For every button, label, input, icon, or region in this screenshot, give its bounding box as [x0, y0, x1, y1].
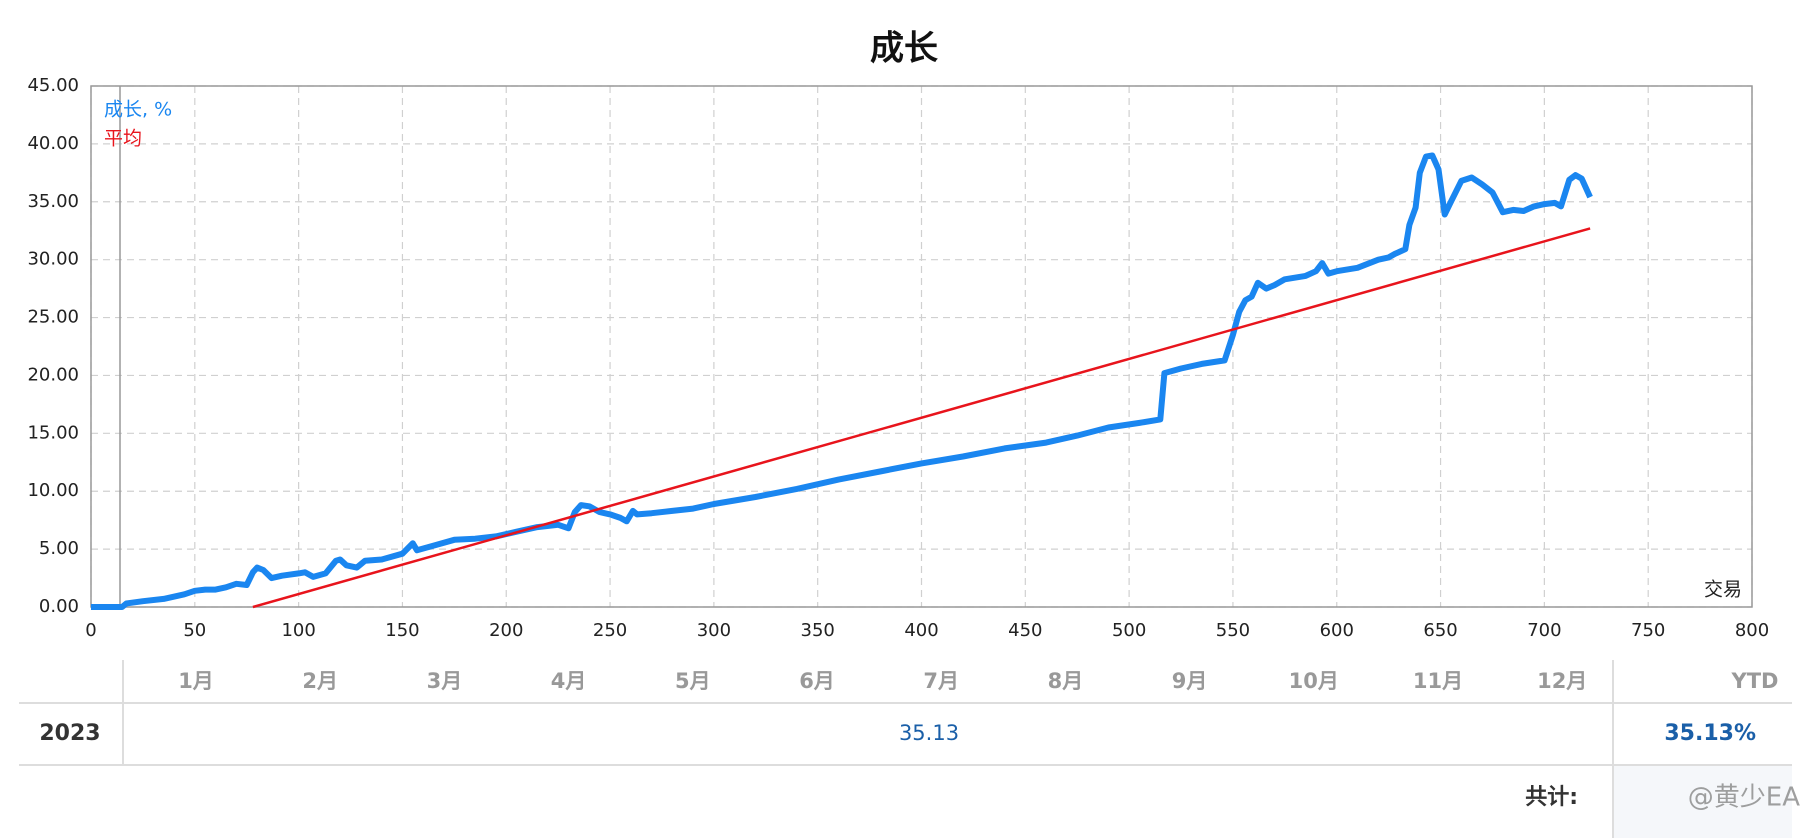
month-header: 3月	[427, 669, 463, 693]
total-cell	[1614, 766, 1792, 838]
x-tick-label: 400	[904, 620, 938, 641]
legend-entry: 平均	[104, 128, 142, 150]
x-tick-label: 150	[385, 620, 419, 641]
table: YTD 2023 35.13 35.13% 共计: @黄少EA 1月 2月 3月 4月…	[19, 660, 1800, 838]
month-header: 4月	[551, 669, 587, 693]
x-axis-label: 交易	[1704, 579, 1742, 601]
x-tick-label: 600	[1320, 620, 1354, 641]
plot-frame	[90, 85, 1753, 608]
x-tick-label: 50	[183, 620, 206, 641]
y-tick-label: 30.00	[27, 249, 79, 270]
month-header: 10月	[1289, 669, 1339, 693]
y-tick-label: 25.00	[27, 307, 79, 328]
x-tick-label: 450	[1008, 620, 1042, 641]
x-tick-label: 550	[1216, 620, 1250, 641]
month-header: 5月	[675, 669, 711, 693]
x-tick-label: 700	[1527, 620, 1561, 641]
x-tick-label: 300	[697, 620, 731, 641]
y-tick-label: 15.00	[27, 422, 79, 443]
month-header: 7月	[923, 669, 959, 693]
month-header: 2月	[302, 669, 338, 693]
x-tick-label: 650	[1423, 620, 1457, 641]
y-tick-label: 40.00	[27, 133, 79, 154]
y-tick-label: 5.00	[39, 538, 79, 559]
x-tick-label: 800	[1735, 620, 1769, 641]
month-header: 12月	[1537, 669, 1587, 693]
watermark: @黄少EA	[1688, 783, 1800, 813]
month-header: 6月	[799, 669, 835, 693]
marks	[91, 152, 1593, 610]
ytd-header: YTD	[1731, 669, 1779, 693]
y-tick-label: 0.00	[39, 596, 79, 617]
month-header: 9月	[1172, 669, 1208, 693]
x-tick-label: 500	[1112, 620, 1146, 641]
chart-title: 成长	[870, 29, 938, 69]
grid	[90, 85, 1753, 608]
x-tick-label: 0	[85, 620, 96, 641]
x-tick-label: 100	[281, 620, 315, 641]
x-tick-label: 750	[1631, 620, 1665, 641]
series-line	[91, 152, 1593, 610]
x-tick-label: 350	[801, 620, 835, 641]
month-header: 11月	[1413, 669, 1463, 693]
month-header: 1月	[178, 669, 214, 693]
x-tick-label: 250	[593, 620, 627, 641]
y-tick-label: 45.00	[27, 75, 79, 96]
row-ytd: 35.13%	[1664, 721, 1756, 746]
series-line	[252, 227, 1591, 609]
row-year: 2023	[39, 721, 100, 746]
y-tick-label: 20.00	[27, 364, 79, 385]
x-tick-label: 200	[489, 620, 523, 641]
legend-entry: 成长, %	[104, 99, 172, 121]
y-tick-label: 35.00	[27, 191, 79, 212]
month-header: 8月	[1048, 669, 1084, 693]
total-label: 共计:	[1525, 785, 1578, 810]
y-tick-label: 10.00	[27, 480, 79, 501]
row-value: 35.13	[899, 721, 959, 745]
